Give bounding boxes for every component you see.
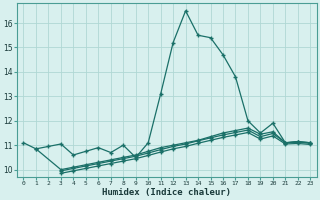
X-axis label: Humidex (Indice chaleur): Humidex (Indice chaleur) [102,188,231,197]
